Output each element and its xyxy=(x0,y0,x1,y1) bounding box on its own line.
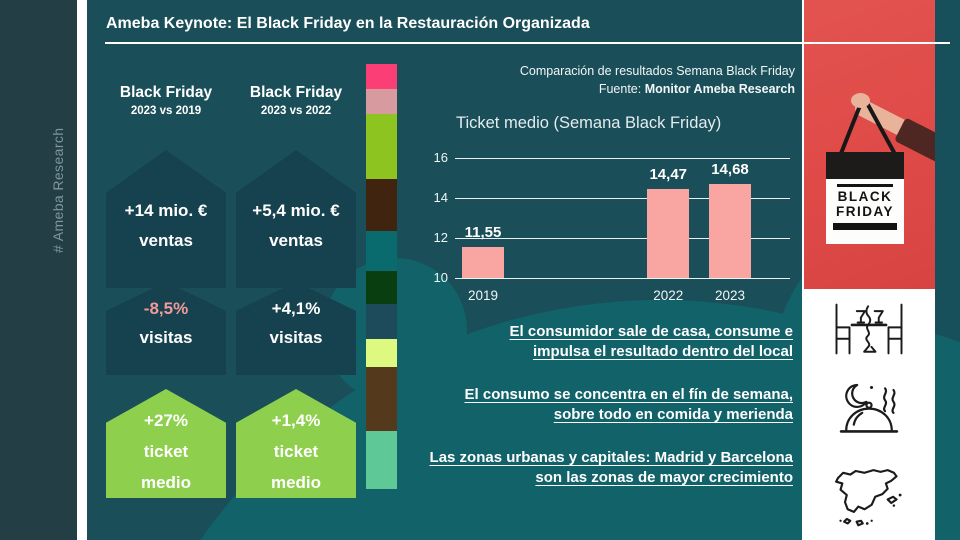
color-strip-segment xyxy=(366,271,397,304)
chart-plot: 11,55 2019 14,47 2022 14,68 2023 xyxy=(455,158,790,303)
chart-yaxis: 16 14 12 10 xyxy=(418,150,448,285)
sidebar: # Ameba Research xyxy=(0,0,77,540)
x-axis-tick-label: 2022 xyxy=(653,288,684,303)
right-panel: BLACK FRIDAY xyxy=(802,0,935,540)
bag-handles xyxy=(838,101,898,158)
chart-gridline xyxy=(455,238,790,239)
dinner-table-icon xyxy=(802,296,935,367)
bar-value-label: 14,68 xyxy=(711,161,749,179)
kpi-value: +5,4 mio. € xyxy=(252,201,340,220)
bar-value-label: 11,55 xyxy=(464,224,502,241)
chart-bar-2019 xyxy=(462,247,504,278)
color-strip-segment xyxy=(366,114,397,179)
kpi-label: visitas xyxy=(139,328,193,347)
bag-divider-line xyxy=(837,184,893,187)
kpi-value: +14 mio. € xyxy=(124,201,208,220)
cloche-night-icon xyxy=(802,372,935,457)
chart-gridline xyxy=(455,158,790,159)
bag-text: BLACK xyxy=(837,188,893,204)
chart-bar-2023 xyxy=(709,184,751,278)
comparison-title: Black Friday xyxy=(119,84,213,101)
title-underline xyxy=(105,42,950,44)
comparison-header-2019: Black Friday 2023 vs 2019 xyxy=(106,82,226,119)
kpi-label: visitas xyxy=(269,328,323,347)
y-axis-tick-label: 16 xyxy=(433,150,448,165)
kpi-value: -8,5% xyxy=(143,299,189,318)
kpi-label: ticket medio xyxy=(270,442,322,492)
kpi-value: +1,4% xyxy=(271,411,321,430)
color-strip-segment xyxy=(366,339,397,367)
comparison-subtitle: 2023 vs 2022 xyxy=(260,105,332,117)
chart-title: Ticket medio (Semana Black Friday) xyxy=(456,114,722,132)
insight-statement-3: Las zonas urbanas y capitales: Madrid y … xyxy=(429,449,793,486)
kpi-label: ventas xyxy=(269,231,323,250)
bag-text: FRIDAY xyxy=(835,203,894,219)
color-strip-segment xyxy=(366,64,397,89)
comparison-title: Black Friday xyxy=(249,84,343,101)
page-title: Ameba Keynote: El Black Friday en la Res… xyxy=(106,15,590,32)
chart-gridline xyxy=(455,278,790,279)
color-strip xyxy=(366,64,397,489)
color-strip-segment xyxy=(366,89,397,114)
color-strip-segment xyxy=(366,179,397,231)
kpi-value: +27% xyxy=(144,411,188,430)
x-axis-tick-label: 2023 xyxy=(714,288,746,303)
bag-top xyxy=(826,152,904,179)
color-strip-segment xyxy=(366,304,397,339)
right-edge-strip xyxy=(935,0,960,540)
kpi-label: ventas xyxy=(139,231,193,250)
shopping-bag: BLACK FRIDAY xyxy=(826,152,904,244)
sidebar-divider xyxy=(77,0,87,540)
decorative-circle xyxy=(935,330,960,540)
color-strip-segment xyxy=(366,231,397,271)
comparison-header-2022: Black Friday 2023 vs 2022 xyxy=(236,82,356,119)
bar-value-label: 14,47 xyxy=(649,165,688,183)
y-axis-tick-label: 10 xyxy=(433,270,448,285)
bag-bottom-bar xyxy=(833,222,897,230)
insight-statement-1: El consumidor sale de casa, consume e im… xyxy=(509,323,793,360)
y-axis-tick-label: 14 xyxy=(433,190,448,205)
kpi-value: +4,1% xyxy=(271,299,321,318)
kpi-label: ticket medio xyxy=(140,442,192,492)
brand-vertical-text: # Ameba Research xyxy=(50,127,66,253)
color-strip-segment xyxy=(366,431,397,489)
color-strip-segment xyxy=(366,367,397,431)
x-axis-tick-label: 2019 xyxy=(467,288,499,303)
chart-bar-2022 xyxy=(647,188,690,278)
black-friday-photo: BLACK FRIDAY xyxy=(804,0,935,289)
insight-statement-2: El consumo se concentra en el fín de sem… xyxy=(464,386,793,423)
hand-shape xyxy=(851,93,870,108)
y-axis-tick-label: 12 xyxy=(433,230,448,245)
comparison-subtitle: 2023 vs 2019 xyxy=(130,105,202,117)
source-name: Monitor Ameba Research xyxy=(644,82,795,96)
spain-map-icon xyxy=(802,458,935,537)
chart-subtitle-block: Comparación de resultados Semana Black F… xyxy=(430,62,795,98)
chart-source-line: Fuente: Monitor Ameba Research xyxy=(598,82,795,96)
chart-subtitle-line1: Comparación de resultados Semana Black F… xyxy=(519,64,795,78)
chart-gridline xyxy=(455,198,790,199)
bar-chart: 16 14 12 10 11,55 2019 14,47 2022 14,68 2023 xyxy=(418,150,798,315)
